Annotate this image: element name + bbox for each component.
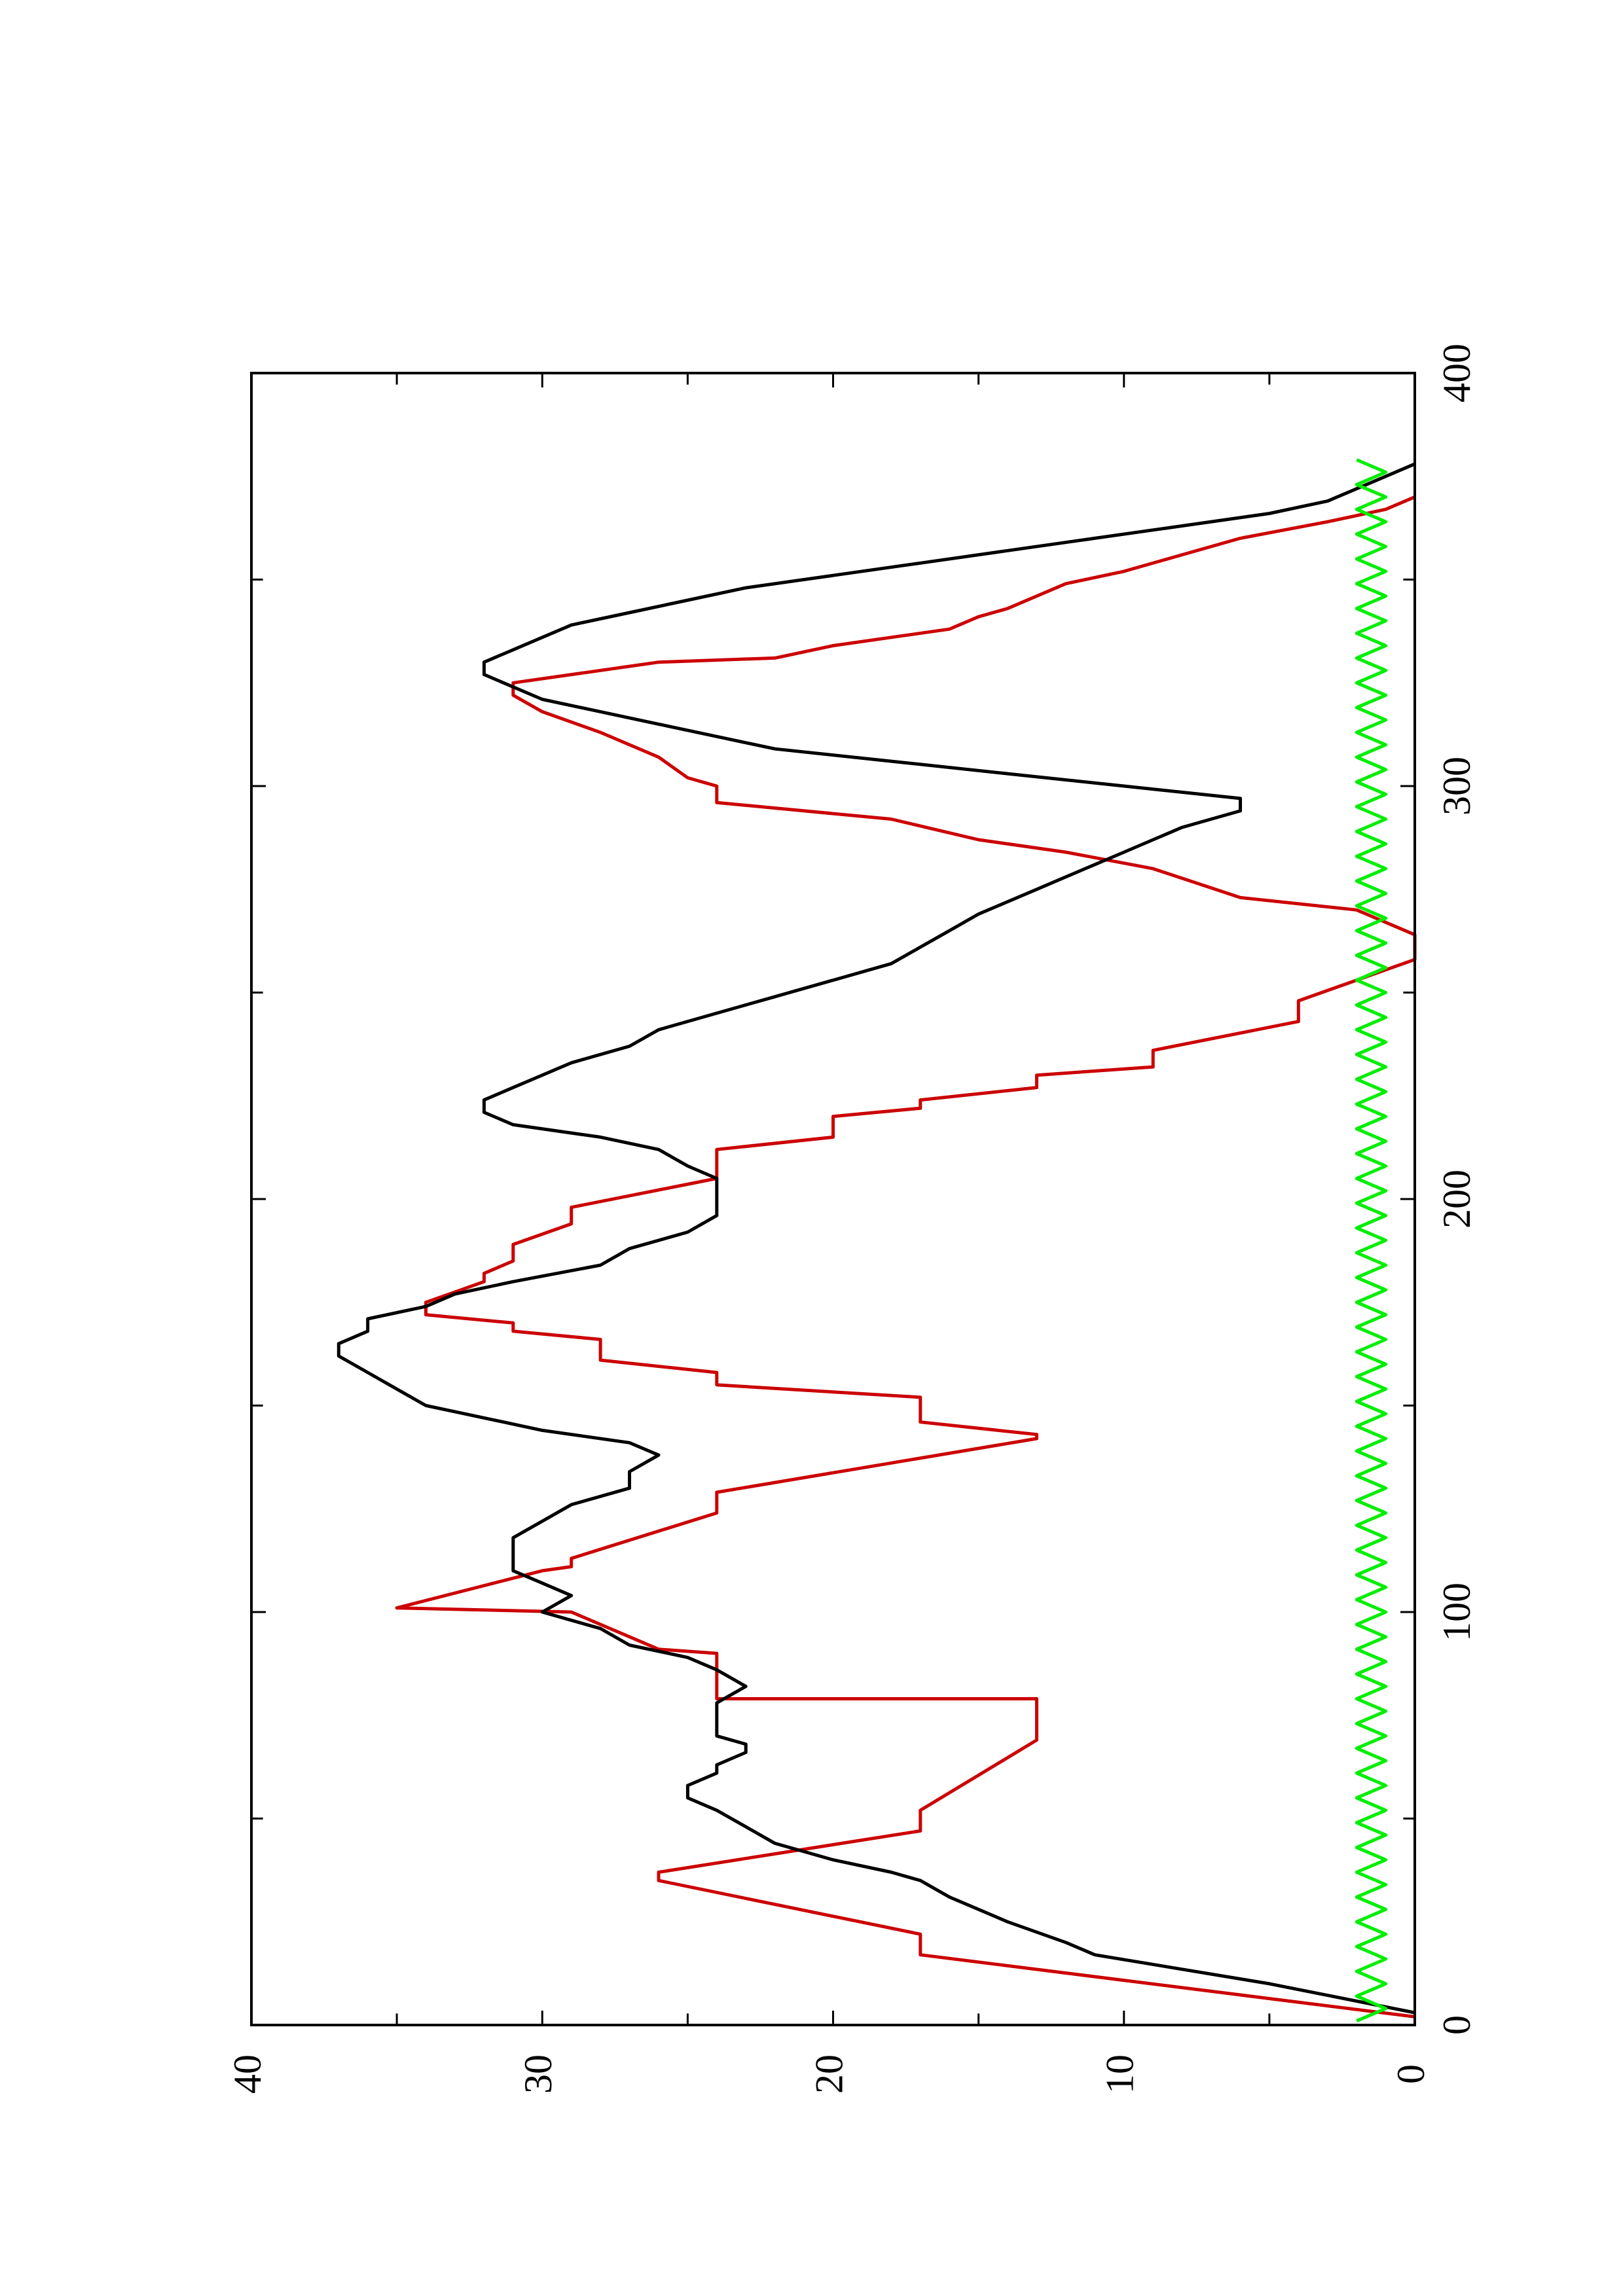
x-tick-label: 200 (1435, 1170, 1478, 1229)
tick-label-layer: 0 100 200 300 400 0 10 20 30 40 (226, 344, 1478, 2094)
y-tick-label: 20 (807, 2054, 850, 2094)
y-tick-label: 10 (1099, 2054, 1142, 2094)
series-line-2 (337, 462, 1415, 2015)
series-line-1 (395, 495, 1417, 2018)
x-tick-label: 300 (1435, 757, 1478, 816)
plot-frame (250, 372, 1416, 2026)
series-line-3 (1355, 458, 1388, 2023)
x-tick-label: 100 (1435, 1583, 1478, 1641)
y-tick-label: 30 (517, 2054, 560, 2094)
y-tick-label: 40 (226, 2054, 269, 2094)
tick-layer (250, 372, 1416, 2026)
x-tick-label: 0 (1435, 2015, 1478, 2035)
series-layer (337, 458, 1417, 2023)
y-tick-label: 0 (1389, 2064, 1432, 2084)
x-tick-label: 400 (1435, 344, 1478, 403)
